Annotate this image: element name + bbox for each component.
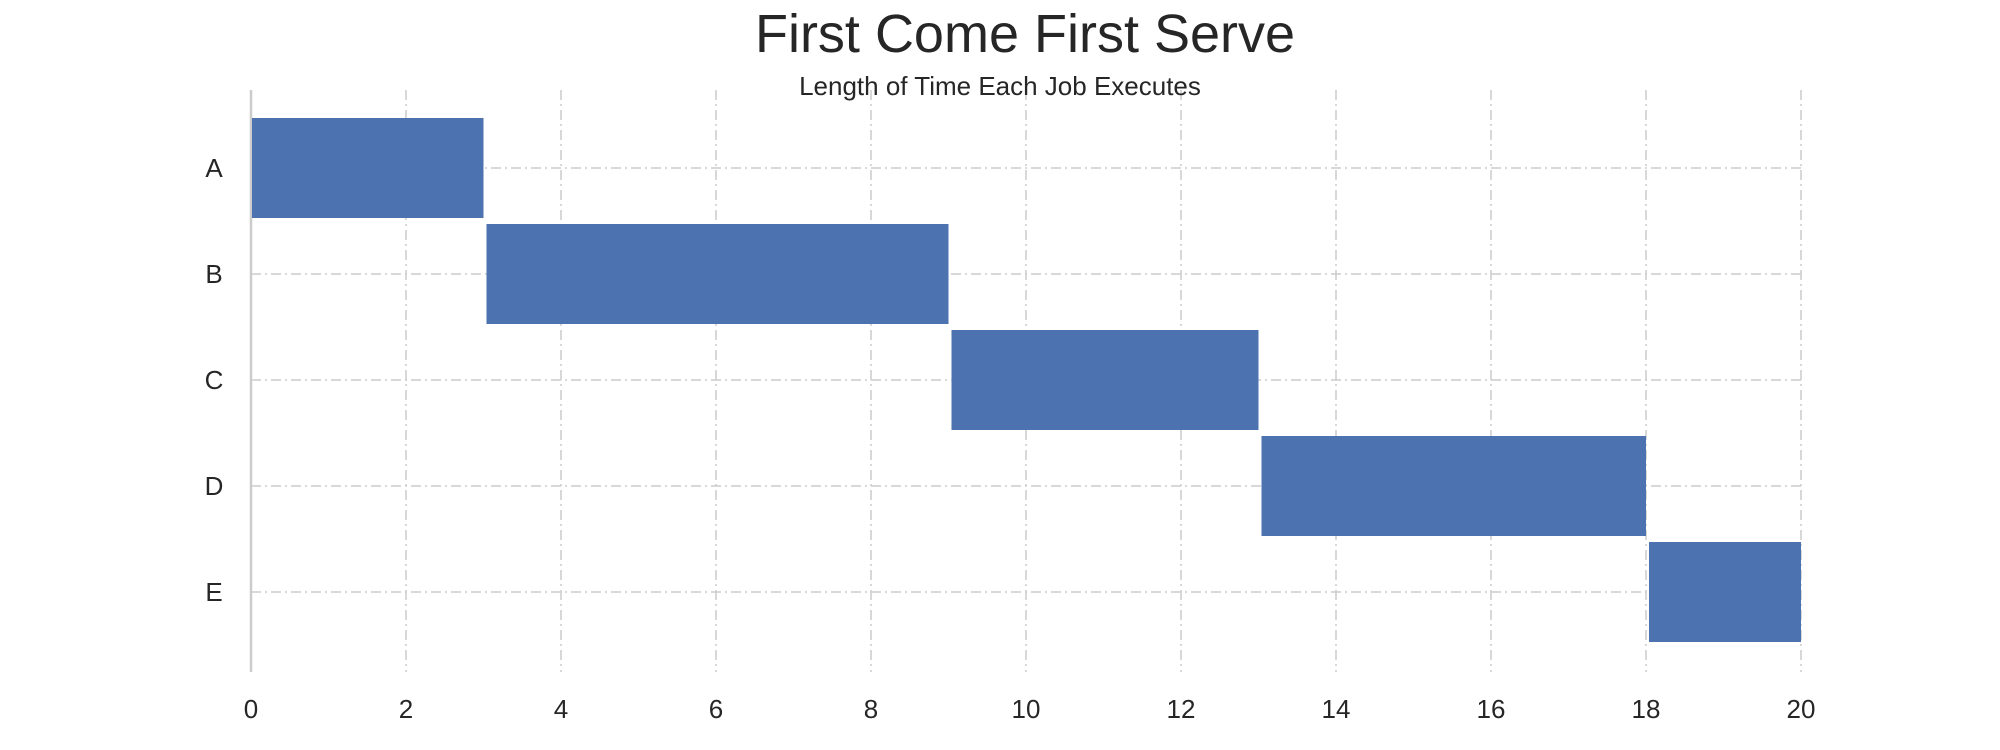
x-tick-label: 8: [864, 694, 878, 724]
chart-subtitle: Length of Time Each Job Executes: [799, 71, 1201, 101]
bars: [252, 118, 1801, 642]
x-tick-label: 10: [1012, 694, 1041, 724]
y-tick-labels: A B C D E: [205, 153, 224, 607]
x-tick-label: 6: [709, 694, 723, 724]
y-tick-label: C: [205, 365, 224, 395]
bar-job-b: [486, 224, 949, 324]
x-tick-label: 0: [244, 694, 258, 724]
x-tick-label: 18: [1632, 694, 1661, 724]
x-tick-label: 16: [1477, 694, 1506, 724]
bar-job-c: [951, 330, 1259, 430]
y-tick-label: E: [205, 577, 222, 607]
bar-job-d: [1261, 436, 1646, 536]
chart-title: First Come First Serve: [755, 4, 1295, 64]
y-tick-label: B: [205, 259, 222, 289]
x-tick-label: 20: [1787, 694, 1816, 724]
y-tick-label: D: [205, 471, 224, 501]
bar-job-a: [252, 118, 484, 218]
x-tick-label: 2: [399, 694, 413, 724]
bar-job-e: [1649, 542, 1801, 642]
x-tick-label: 12: [1167, 694, 1196, 724]
x-tick-label: 14: [1322, 694, 1351, 724]
x-tick-labels: 0 2 4 6 8 10 12 14 16 18 20: [244, 694, 1816, 724]
x-tick-label: 4: [554, 694, 568, 724]
y-tick-label: A: [205, 153, 223, 183]
